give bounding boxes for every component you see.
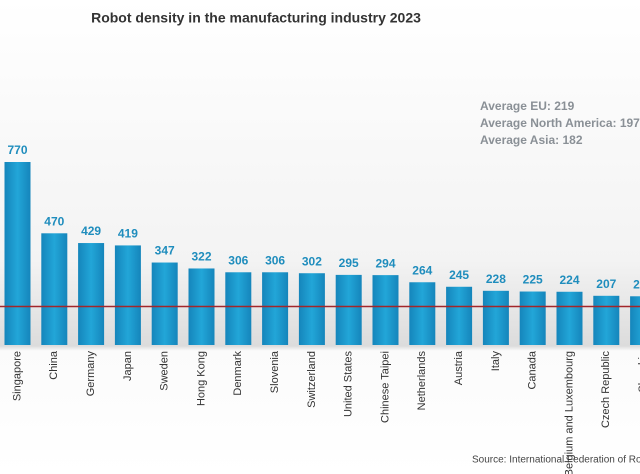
bar [519,291,546,345]
chart-title: Robot density in the manufacturing indus… [91,10,421,26]
x-tick-label: Italy [490,351,502,372]
x-tick-label: Canada [527,350,539,389]
bar [593,295,620,345]
data-label: 429 [81,224,101,238]
bar [4,162,31,345]
data-label: 294 [375,256,395,270]
x-tick-label: Germany [85,351,97,397]
x-tick-label: Denmark [232,351,244,396]
data-label: 245 [449,268,469,282]
x-tick-label: Austria [453,350,465,385]
bar [78,243,105,345]
x-tick-label: Switzerland [306,351,318,408]
data-label: 347 [155,244,175,258]
data-label: 225 [523,273,543,287]
data-label: 306 [228,253,248,267]
bar [335,274,362,345]
data-label: 205 [633,277,640,291]
data-label: 322 [191,250,211,264]
data-label: 470 [44,214,64,228]
bar [556,291,583,345]
x-tick-label: Chinese Taipei [379,351,391,423]
data-label: 306 [265,253,285,267]
x-tick-label: Singapore [11,351,23,401]
x-tick-label: China [48,350,60,380]
bar [225,272,252,345]
x-tick-label: Slovenia [269,350,281,393]
data-label: 207 [596,277,616,291]
data-label: 770 [7,143,27,157]
bar [482,290,509,345]
bar [298,273,325,345]
bar [114,245,141,345]
bar [446,286,473,345]
data-label: 419 [118,227,138,241]
bar [372,275,399,345]
x-tick-label: Slovakia [637,350,640,392]
bar [151,262,178,345]
data-label: 224 [559,273,579,287]
x-tick-label: Belgium and Luxembourg [563,351,575,474]
bar [409,282,436,345]
data-label: 264 [412,263,432,277]
x-tick-label: Hong Kong [195,351,207,406]
source: Source: International Federation of Robo… [472,455,640,466]
annotation: Average Asia: 182 [480,133,583,147]
x-tick-label: Czech Republic [600,351,612,429]
bar [41,233,68,345]
x-tick-label: United States [343,351,355,418]
annotation: Average North America: 197 [480,116,640,130]
bar [262,272,289,345]
x-tick-label: Sweden [159,351,171,391]
x-tick-label: Japan [122,351,134,381]
data-label: 302 [302,254,322,268]
bar [630,296,640,345]
x-tick-label: Netherlands [416,351,428,411]
data-label: 228 [486,272,506,286]
data-label: 295 [339,256,359,270]
annotation: Average EU: 219 [480,99,575,113]
